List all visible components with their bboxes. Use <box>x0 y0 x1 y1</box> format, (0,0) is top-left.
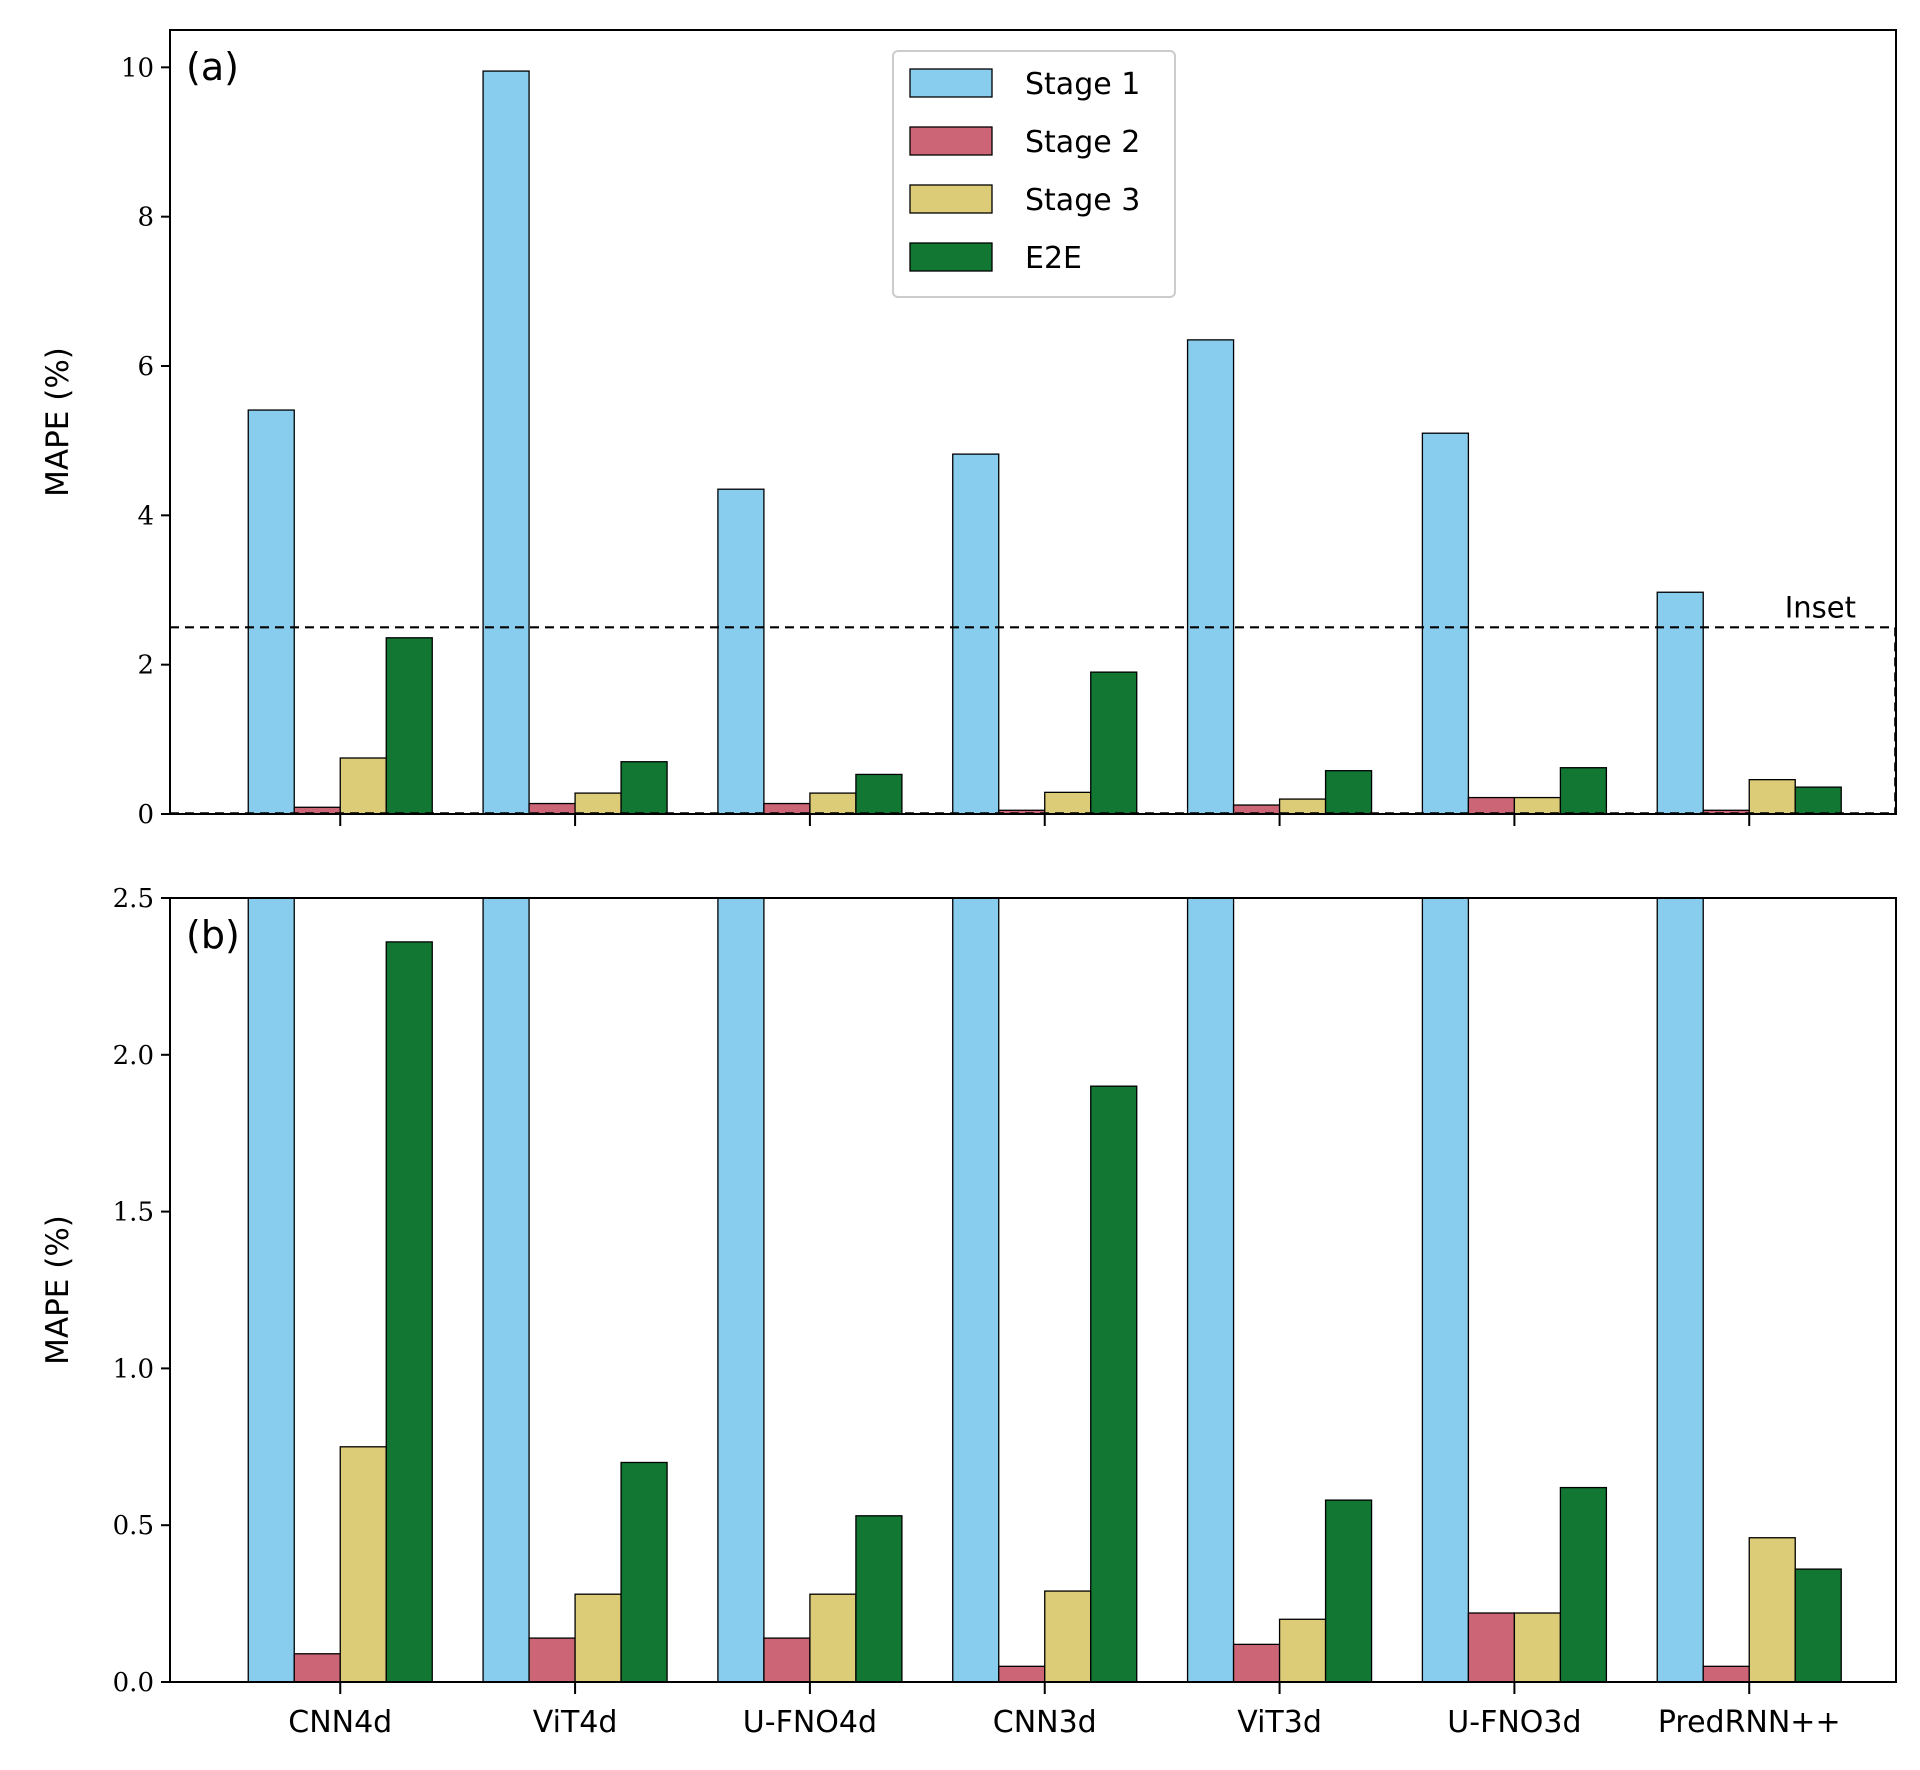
bar-e2e-cnn4d <box>385 637 433 814</box>
y-tick-label: 0.0 <box>113 1668 154 1698</box>
legend-swatch-e2e <box>909 242 993 272</box>
bar-stage-1-u-fno3d <box>1421 898 1470 1682</box>
bar-stage-2-cnn3d <box>998 1665 1046 1682</box>
bar-stage-2-vit3d <box>1232 1643 1281 1682</box>
bar-stage-1-vit3d <box>1186 898 1235 1682</box>
legend-swatch-stage-3 <box>909 184 993 214</box>
bar-stage-1-cnn3d <box>952 898 1000 1682</box>
bar-stage-2-u-fno3d <box>1467 1612 1516 1682</box>
y-tick-label: 1.5 <box>113 1198 154 1228</box>
y-tick-label: 2.5 <box>113 884 154 914</box>
bar-stage-2-vit4d <box>528 1637 576 1682</box>
bar-e2e-cnn4d <box>385 941 433 1682</box>
x-tick-label: U-FNO4d <box>743 1705 877 1740</box>
bar-stage-2-u-fno4d <box>763 1637 811 1682</box>
legend-label: Stage 2 <box>1025 125 1140 160</box>
y-tick-label: 6 <box>137 352 154 382</box>
bar-e2e-predrnnpp <box>1794 1568 1842 1682</box>
bar-stage-1-predrnnpp <box>1656 898 1704 1682</box>
bar-stage-3-vit4d <box>574 792 622 814</box>
bar-e2e-cnn3d <box>1090 671 1138 814</box>
y-tick-label: 4 <box>137 501 154 531</box>
bar-stage-2-u-fno3d <box>1467 796 1516 814</box>
bar-stage-1-u-fno3d <box>1421 432 1470 814</box>
bar-e2e-vit3d <box>1324 770 1373 814</box>
legend: Stage 1 Stage 2 Stage 3 E2E <box>892 50 1176 298</box>
y-tick-label: 2.0 <box>113 1041 154 1071</box>
x-tick-label: ViT3d <box>1237 1705 1322 1740</box>
y-tick-label: 2 <box>137 651 154 681</box>
bar-stage-2-cnn4d <box>293 806 341 814</box>
y-tick-label: 0.5 <box>113 1511 154 1541</box>
y-tick-label: 1.0 <box>113 1354 154 1384</box>
bar-e2e-vit3d <box>1324 1499 1373 1682</box>
bar-stage-1-u-fno4d <box>717 488 765 814</box>
legend-swatch-stage-2 <box>909 126 993 156</box>
inset-label: Inset <box>1785 590 1856 624</box>
bar-stage-3-cnn3d <box>1044 791 1092 814</box>
bar-e2e-predrnnpp <box>1794 786 1842 814</box>
x-tick-label: CNN4d <box>288 1705 392 1740</box>
bar-stage-3-cnn3d <box>1044 1590 1092 1682</box>
bar-e2e-u-fno4d <box>855 773 903 814</box>
bar-stage-3-cnn4d <box>339 1446 387 1682</box>
y-tick-label: 10 <box>121 53 154 83</box>
bar-stage-3-vit3d <box>1278 1618 1327 1682</box>
bar-stage-3-u-fno3d <box>1513 796 1562 814</box>
bar-e2e-u-fno4d <box>855 1515 903 1682</box>
bar-stage-1-vit3d <box>1186 339 1235 814</box>
y-axis-label: MAPE (%) <box>40 347 76 497</box>
bar-e2e-vit4d <box>620 761 668 814</box>
plot-frame <box>169 29 1897 815</box>
legend-label: Stage 3 <box>1025 183 1140 218</box>
bars-group <box>247 898 1842 1682</box>
plot-frame <box>169 897 1897 1683</box>
bar-stage-1-predrnnpp <box>1656 591 1704 814</box>
bar-stage-1-cnn4d <box>247 898 295 1682</box>
legend-label: E2E <box>1025 241 1082 276</box>
bar-stage-2-predrnnpp <box>1702 1665 1750 1682</box>
y-axis-label: MAPE (%) <box>40 1215 76 1365</box>
bar-e2e-u-fno3d <box>1559 767 1608 814</box>
legend-frame <box>892 50 1176 298</box>
bars-group <box>247 70 1842 814</box>
bar-stage-3-cnn4d <box>339 757 387 814</box>
bar-stage-3-u-fno4d <box>809 1593 857 1682</box>
legend-swatch-stage-1 <box>909 68 993 98</box>
bar-e2e-u-fno3d <box>1559 1486 1608 1682</box>
bar-stage-1-vit4d <box>482 70 530 814</box>
panel-b: 0.0 0.5 1.0 1.5 2.0 2.5 CNN4d ViT4d U-FNO4d CNN3d… <box>40 884 1897 1740</box>
x-tick-label: U-FNO3d <box>1447 1705 1581 1740</box>
bar-stage-1-vit4d <box>482 898 530 1682</box>
y-tick-label: 8 <box>137 203 154 233</box>
x-tick-label: CNN3d <box>993 1705 1097 1740</box>
bar-stage-3-vit4d <box>574 1593 622 1682</box>
bar-stage-3-predrnnpp <box>1748 1537 1796 1682</box>
bar-stage-1-u-fno4d <box>717 898 765 1682</box>
panel-label: (b) <box>186 913 240 957</box>
bar-stage-1-cnn3d <box>952 453 1000 814</box>
bar-e2e-vit4d <box>620 1461 668 1682</box>
bar-stage-3-u-fno3d <box>1513 1612 1562 1682</box>
bar-stage-3-u-fno4d <box>809 792 857 814</box>
bar-stage-3-vit3d <box>1278 798 1327 814</box>
bar-stage-1-cnn4d <box>247 409 295 814</box>
bar-stage-3-predrnnpp <box>1748 779 1796 814</box>
x-tick-label: PredRNN++ <box>1658 1705 1841 1740</box>
y-tick-label: 0 <box>137 800 154 830</box>
legend-label: Stage 1 <box>1025 67 1140 102</box>
panel-label: (a) <box>186 45 239 89</box>
x-tick-label: ViT4d <box>533 1705 618 1740</box>
bar-stage-2-cnn4d <box>293 1653 341 1682</box>
bar-e2e-cnn3d <box>1090 1085 1138 1682</box>
